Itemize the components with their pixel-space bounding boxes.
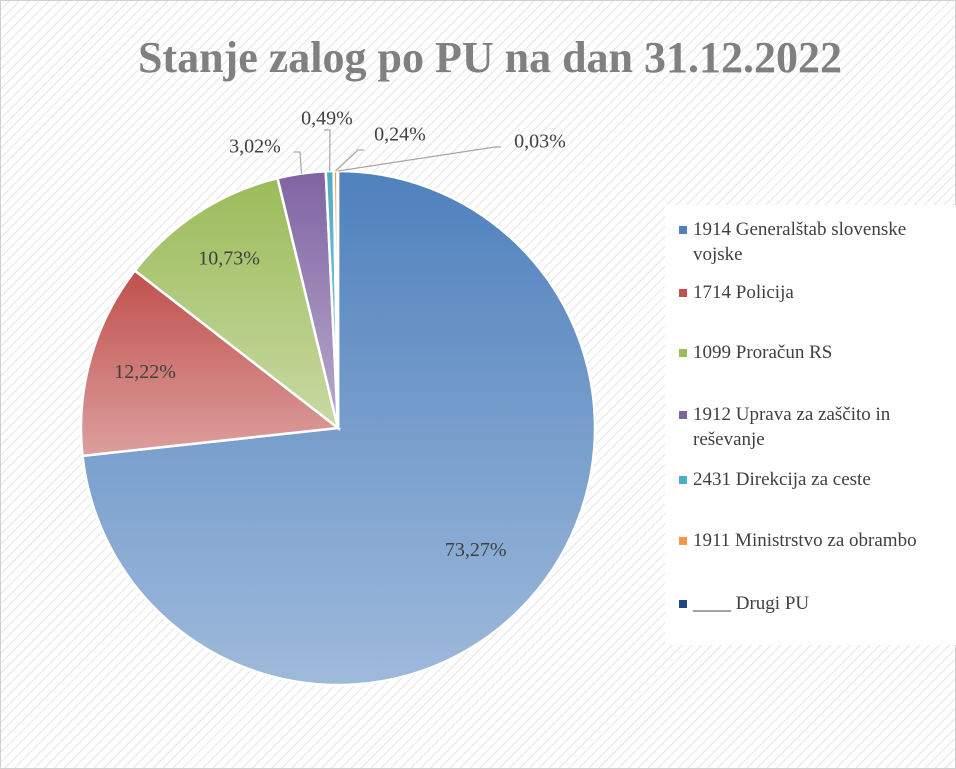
legend-item: 1714 Policija [679,280,941,305]
pie-slice [133,176,341,432]
legend-label: 1714 Policija [693,282,794,303]
legend-item: 2431 Direkcija za ceste [679,467,941,492]
leader-line [337,146,501,172]
legend: 1914 Generalštab slovenske vojske 1714 Po… [665,205,956,645]
legend-label: 2431 Direkcija za ceste [693,469,871,490]
data-label: 3,02% [229,136,281,158]
legend-item: 1914 Generalštab slovenske vojske [679,217,941,267]
legend-item: 1912 Uprava za zaščito in reševanje [679,402,941,452]
data-label: 10,73% [198,247,260,269]
data-label: 12,22% [114,361,176,383]
legend-label: ____ Drugi PU [693,593,810,614]
legend-label: 1912 Uprava za zaščito in reševanje [693,404,891,450]
legend-item: ____ Drugi PU [679,591,941,616]
legend-swatch [679,600,687,608]
pie-slice [79,268,342,458]
legend-label: 1911 Ministrstvo za obrambo [693,530,917,551]
chart-title: Stanje zalog po PU na dan 31.12.2022 [138,33,842,82]
legend-label: 1099 Proračun RS [693,342,833,363]
leader-line [294,151,303,174]
data-label: 73,27% [445,539,507,561]
data-label: 0,24% [374,124,426,146]
legend-item: 1099 Proračun RS [679,340,941,365]
legend-swatch [679,226,687,234]
legend-label: 1914 Generalštab slovenske vojske [693,219,907,265]
legend-swatch [679,289,687,297]
legend-swatch [679,537,687,545]
leader-line [324,129,331,172]
data-label: 0,03% [514,131,566,153]
data-label: 0,49% [301,108,353,130]
leader-line [335,149,364,172]
legend-item: 1911 Ministrstvo za obrambo [679,528,941,553]
legend-swatch [679,411,687,419]
legend-swatch [679,349,687,357]
legend-swatch [679,476,687,484]
